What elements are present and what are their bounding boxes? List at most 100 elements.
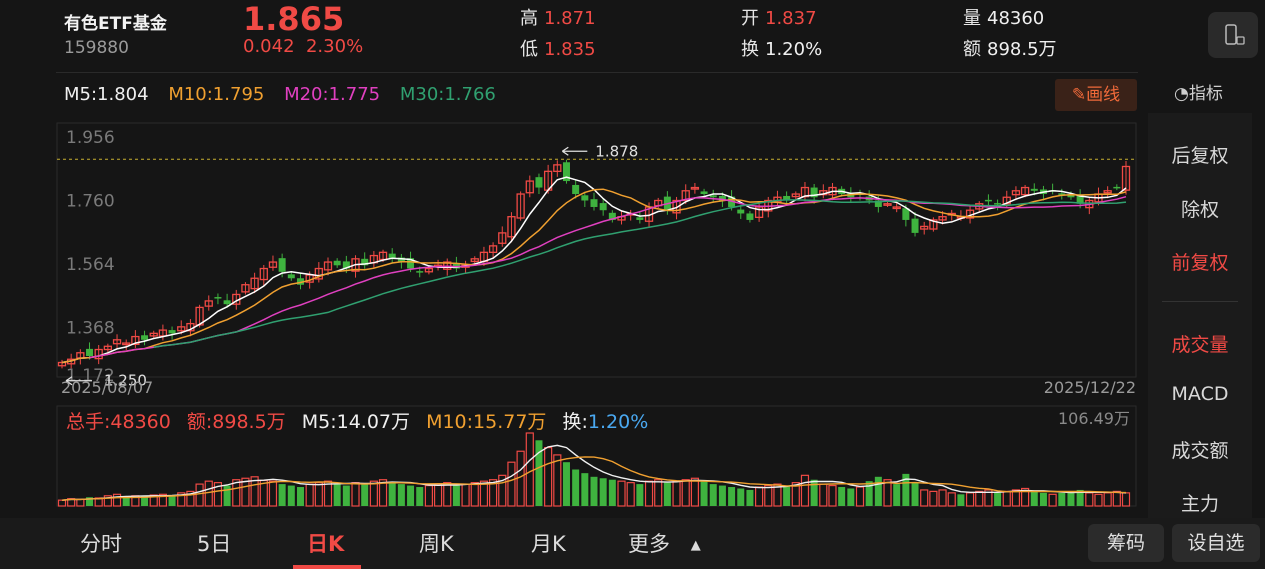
volume-bar-up [1094, 493, 1103, 507]
candle-body-up [250, 277, 259, 290]
indicator-button[interactable]: ◔指标 [1174, 79, 1223, 104]
candle-body-down [572, 184, 580, 195]
sidebar-item-macd[interactable]: MACD [1171, 383, 1229, 405]
volume-bar-down [838, 487, 846, 506]
volume-bar-up [1103, 492, 1112, 507]
landscape-toggle-button[interactable] [1208, 12, 1258, 58]
candle-body-down [608, 212, 616, 220]
sidebar-item-volume[interactable]: 成交量 [1171, 334, 1229, 356]
candle-body-down [737, 209, 745, 214]
phone-rotate-icon [1225, 24, 1245, 45]
volume-bar-down [718, 485, 726, 506]
candle-body-down [407, 258, 415, 269]
candle-body-up [268, 261, 278, 268]
sidebar-item-amount[interactable]: 成交额 [1171, 440, 1229, 462]
candle-body-down [1113, 186, 1121, 189]
candle-body-down [1058, 193, 1066, 195]
volume-bar-up [378, 479, 388, 507]
volume-bar-down [847, 488, 855, 506]
high-field: 高 1.871 [520, 4, 596, 30]
low-field: 低 1.835 [520, 35, 596, 61]
volume-bar-down [1039, 492, 1047, 506]
open-value: 1.837 [765, 8, 817, 29]
volume-label: 量 [963, 8, 981, 29]
volume-bar-up [461, 483, 470, 507]
y-tick-label: 1.956 [66, 128, 115, 148]
volume-max-label: 106.49万 [1058, 409, 1130, 428]
volume-bar-down [663, 482, 671, 506]
change-percent: 2.30% [305, 36, 364, 57]
candle-body-down [902, 208, 910, 220]
tab-more[interactable]: 更多 ▲ [628, 528, 701, 558]
volume-bar-up [149, 494, 158, 507]
tab-daily-k[interactable]: 日K [307, 532, 345, 556]
volume-bar-up [1048, 493, 1057, 507]
volume-bar-up [773, 483, 782, 507]
tab-monthly-k[interactable]: 月K [531, 532, 566, 556]
tab-intraday[interactable]: 分时 [80, 532, 122, 556]
add-watchlist-button[interactable]: 设自选 [1172, 524, 1260, 562]
tab-5day[interactable]: 5日 [197, 532, 232, 556]
volume-bar-down [572, 469, 580, 506]
sidebar-item-ex-rights[interactable]: 除权 [1180, 199, 1219, 221]
volume-bar-down [709, 484, 717, 506]
candle-body-up [553, 164, 562, 172]
header-divider [56, 72, 1138, 73]
candle-body-up [690, 186, 700, 190]
open-field: 开 1.837 [741, 4, 817, 30]
candle-body-up [131, 335, 140, 345]
candle-body-up [672, 199, 681, 214]
sidebar-item-main-force[interactable]: 主力 [1180, 493, 1219, 515]
min-price-annotation: 1.250 [104, 372, 147, 390]
volume-bar-up [764, 484, 773, 507]
candle-body-down [709, 195, 717, 198]
volume-bar-up [553, 454, 562, 507]
sidebar-item-back-adjusted[interactable]: 后复权 [1171, 145, 1229, 167]
ma20-label: M20:1.775 [284, 84, 381, 105]
ma20-line [89, 195, 1127, 359]
candle-body-up [754, 206, 764, 218]
volume-ma10: M10:15.77万 [426, 411, 547, 433]
volume-bar-up [819, 483, 828, 507]
candle-body-down [810, 187, 818, 198]
volume-bar-down [581, 473, 589, 506]
tab-weekly-k[interactable]: 周K [419, 532, 454, 556]
volume-bar-down [416, 487, 424, 506]
candle-body-down [388, 253, 396, 259]
last-price: 1.865 [243, 0, 345, 38]
candle-body-up [920, 225, 929, 230]
pencil-icon: ✎ [1071, 85, 1087, 105]
volume-bar-up [94, 497, 103, 507]
candle-body-up [892, 206, 901, 210]
volume-bar-down [1076, 489, 1084, 506]
volume-bar-up [76, 498, 85, 507]
volume-bar-down [636, 484, 644, 506]
volume-bar-down [810, 479, 818, 506]
tab-more-label: 更多 [628, 532, 670, 556]
sidebar-item-forward-adjusted[interactable]: 前复权 [1171, 252, 1229, 274]
volume-bar-up [479, 480, 489, 507]
volume-bar-up [947, 492, 956, 507]
chips-button[interactable]: 筹码 [1088, 524, 1164, 562]
volume-bar-down [608, 479, 616, 506]
low-label: 低 [520, 39, 538, 60]
candle-body-down [590, 199, 598, 207]
candle-body-down [333, 260, 341, 266]
candle-body-down [223, 300, 231, 305]
amount-value: 898.5万 [987, 39, 1057, 60]
volume-bar-down [342, 485, 350, 506]
candle-body-down [581, 195, 589, 201]
kline-chart[interactable]: 1.9561.7601.5641.3681.1721.8781.2502025/… [0, 113, 1148, 518]
candle-body-up [1103, 190, 1112, 194]
turnover-field: 换 1.20% [741, 35, 822, 61]
draw-line-button[interactable]: ✎画线 [1055, 79, 1137, 111]
volume-bar-down [168, 495, 176, 506]
volume-bar-up [828, 484, 837, 507]
high-label: 高 [520, 8, 538, 29]
volume-bar-up [1112, 490, 1121, 507]
volume-bar-down [746, 489, 754, 506]
volume-amount: 额:898.5万 [186, 411, 286, 433]
volume-bar-up [920, 489, 929, 507]
volume-bar-up [984, 489, 993, 507]
volume-bar-up [1121, 492, 1131, 507]
